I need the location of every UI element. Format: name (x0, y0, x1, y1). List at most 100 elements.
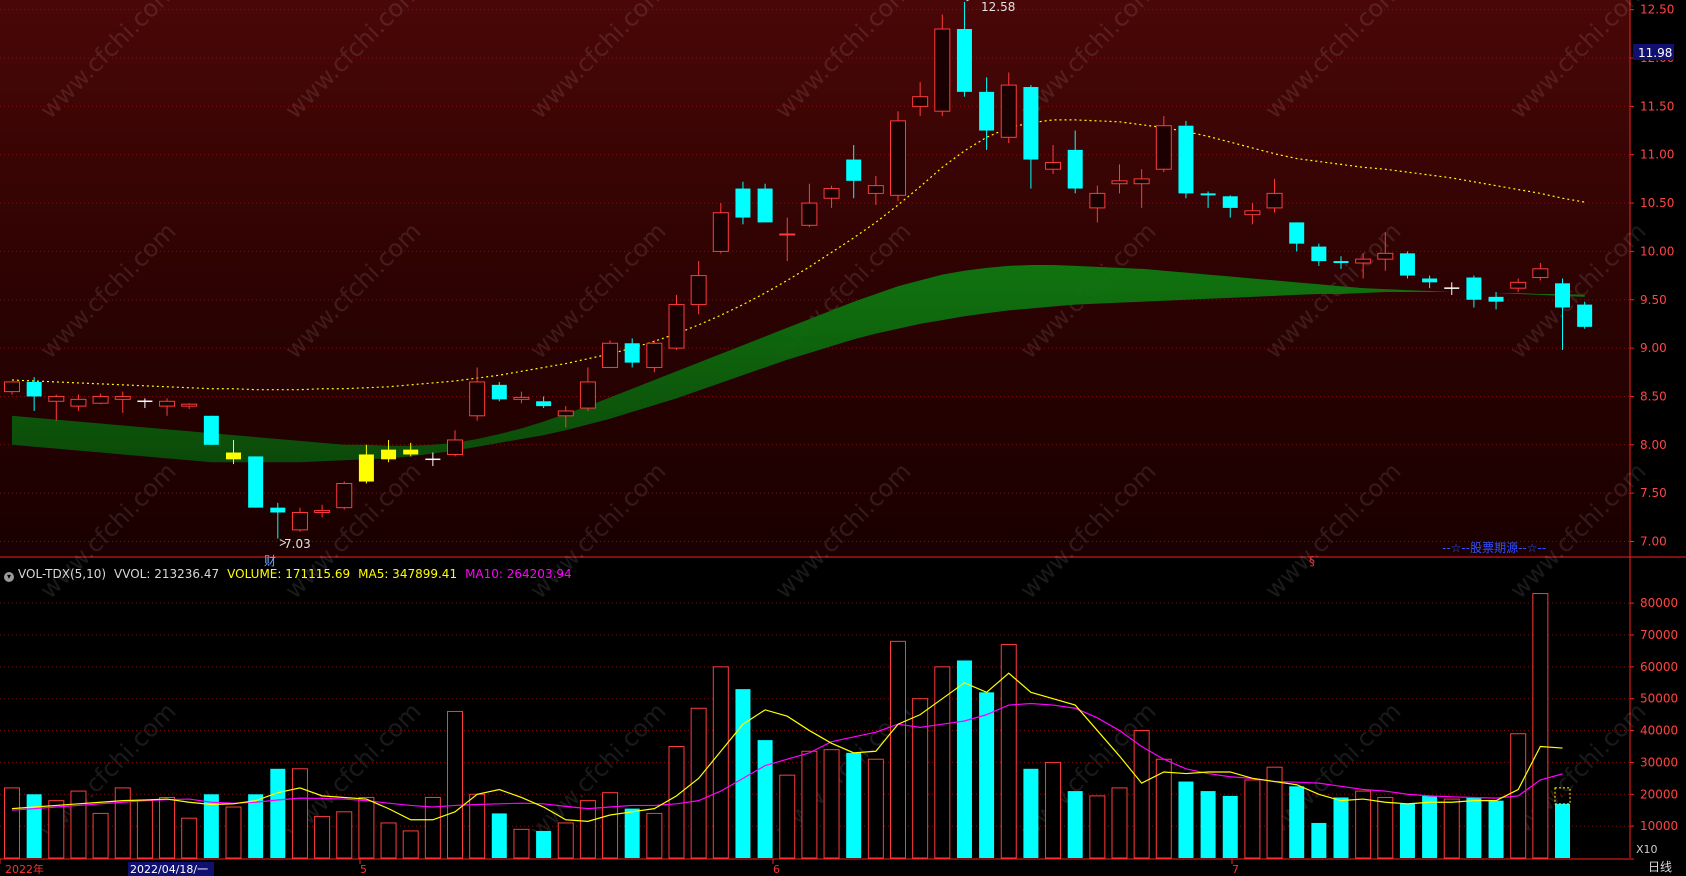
last-price-label: 11.98 (1638, 46, 1672, 60)
candle (159, 398, 176, 416)
candle-body (1266, 192, 1283, 209)
candle-body (1577, 304, 1593, 327)
volume-bar (1089, 795, 1106, 859)
candle (1067, 130, 1083, 194)
candle (912, 82, 929, 117)
candlestick-series[interactable] (4, 0, 1593, 547)
candle-body (624, 343, 640, 363)
candle-body (1377, 252, 1394, 260)
candle (1488, 292, 1504, 310)
volume-bar (712, 666, 729, 859)
period-button[interactable]: 日线 (1634, 858, 1686, 876)
last-price-box (1633, 44, 1674, 60)
volume-bar (1399, 803, 1415, 858)
volume-tick-label: 50000 (1640, 692, 1678, 706)
volume-bar (934, 666, 951, 859)
volume-bar (1111, 787, 1128, 859)
candle-body (712, 212, 729, 252)
volume-bar (912, 698, 929, 859)
candle-body (1488, 296, 1504, 302)
candle (1266, 178, 1283, 213)
candle (358, 444, 374, 484)
candle-body (1311, 246, 1327, 262)
high-arrow (966, 0, 970, 2)
candle (1444, 282, 1460, 295)
candle (1244, 203, 1261, 225)
candle-body (801, 202, 818, 226)
volume-bar (1266, 766, 1283, 859)
event-marker[interactable]: 财 (264, 554, 276, 568)
candle-body (1000, 84, 1017, 138)
volume-bar (447, 710, 463, 859)
volume-bar (4, 787, 20, 859)
candle (890, 111, 906, 202)
ma-long-dotted-line (11, 119, 1585, 391)
volume-bar (867, 758, 884, 859)
candle-body (867, 185, 884, 194)
ma-band-area (12, 264, 1585, 463)
candle-body (1532, 268, 1549, 279)
candle (1045, 145, 1062, 175)
volume-bar (1532, 593, 1549, 859)
candle (248, 456, 264, 508)
volume-bar (602, 792, 619, 859)
candle-body (381, 449, 397, 460)
candle (1399, 251, 1415, 279)
candle-body (1222, 196, 1238, 208)
ma5-value: MA5: 347899.41 (358, 567, 458, 581)
candle-body (668, 304, 685, 349)
candle (1311, 243, 1327, 266)
candle-body (26, 381, 42, 397)
ma10-value: MA10: 264203.94 (465, 567, 572, 581)
candle-body (1178, 125, 1194, 194)
candle-body (579, 381, 596, 409)
volume-bar (1000, 644, 1017, 859)
candle (48, 394, 65, 421)
candle (1111, 164, 1128, 194)
indicator-name[interactable]: VOL-TDX(5,10) (18, 567, 107, 581)
candle-body (1422, 278, 1438, 283)
candle (70, 394, 87, 411)
volume-bar (735, 689, 751, 858)
candle-body (403, 449, 419, 455)
volume-bar (380, 822, 397, 859)
candle (1133, 169, 1150, 208)
candle (1023, 85, 1039, 189)
candle-body (1133, 178, 1150, 185)
low-price-label: 7.03 (284, 537, 311, 551)
high-price-label: 12.58 (981, 0, 1015, 14)
vvol-value: VVOL: 213236.47 (114, 567, 220, 581)
chevron-down-icon[interactable]: ▾ (4, 572, 14, 582)
volume-bar (314, 816, 331, 859)
price-tick-label: 11.00 (1640, 148, 1674, 162)
volume-value: VOLUME: 171115.69 (227, 567, 351, 581)
volume-bar (1045, 761, 1062, 859)
candle-body (690, 275, 707, 306)
candle (425, 452, 441, 467)
candle-body (1244, 210, 1261, 216)
volume-bar (890, 640, 906, 859)
candle-body (557, 410, 574, 417)
candle (114, 391, 131, 413)
volume-bar (579, 800, 596, 859)
volume-tick-label: 20000 (1640, 787, 1678, 801)
volume-bar (1244, 779, 1261, 859)
volume-bar (1333, 797, 1349, 858)
volume-bar (48, 800, 65, 859)
volume-tick-label: 60000 (1640, 660, 1678, 674)
candle (336, 481, 353, 510)
candle-body (757, 188, 773, 223)
volume-bar (1178, 781, 1194, 858)
candle (1377, 232, 1394, 271)
price-tick-label: 10.50 (1640, 196, 1674, 210)
volume-bars[interactable] (4, 593, 1571, 859)
ma-band-green (12, 264, 1585, 463)
candle-body (536, 401, 552, 407)
candle-body (979, 91, 995, 131)
volume-bar (1443, 798, 1460, 859)
volume-bar (646, 812, 663, 859)
candle (979, 77, 995, 150)
candle (270, 502, 286, 539)
